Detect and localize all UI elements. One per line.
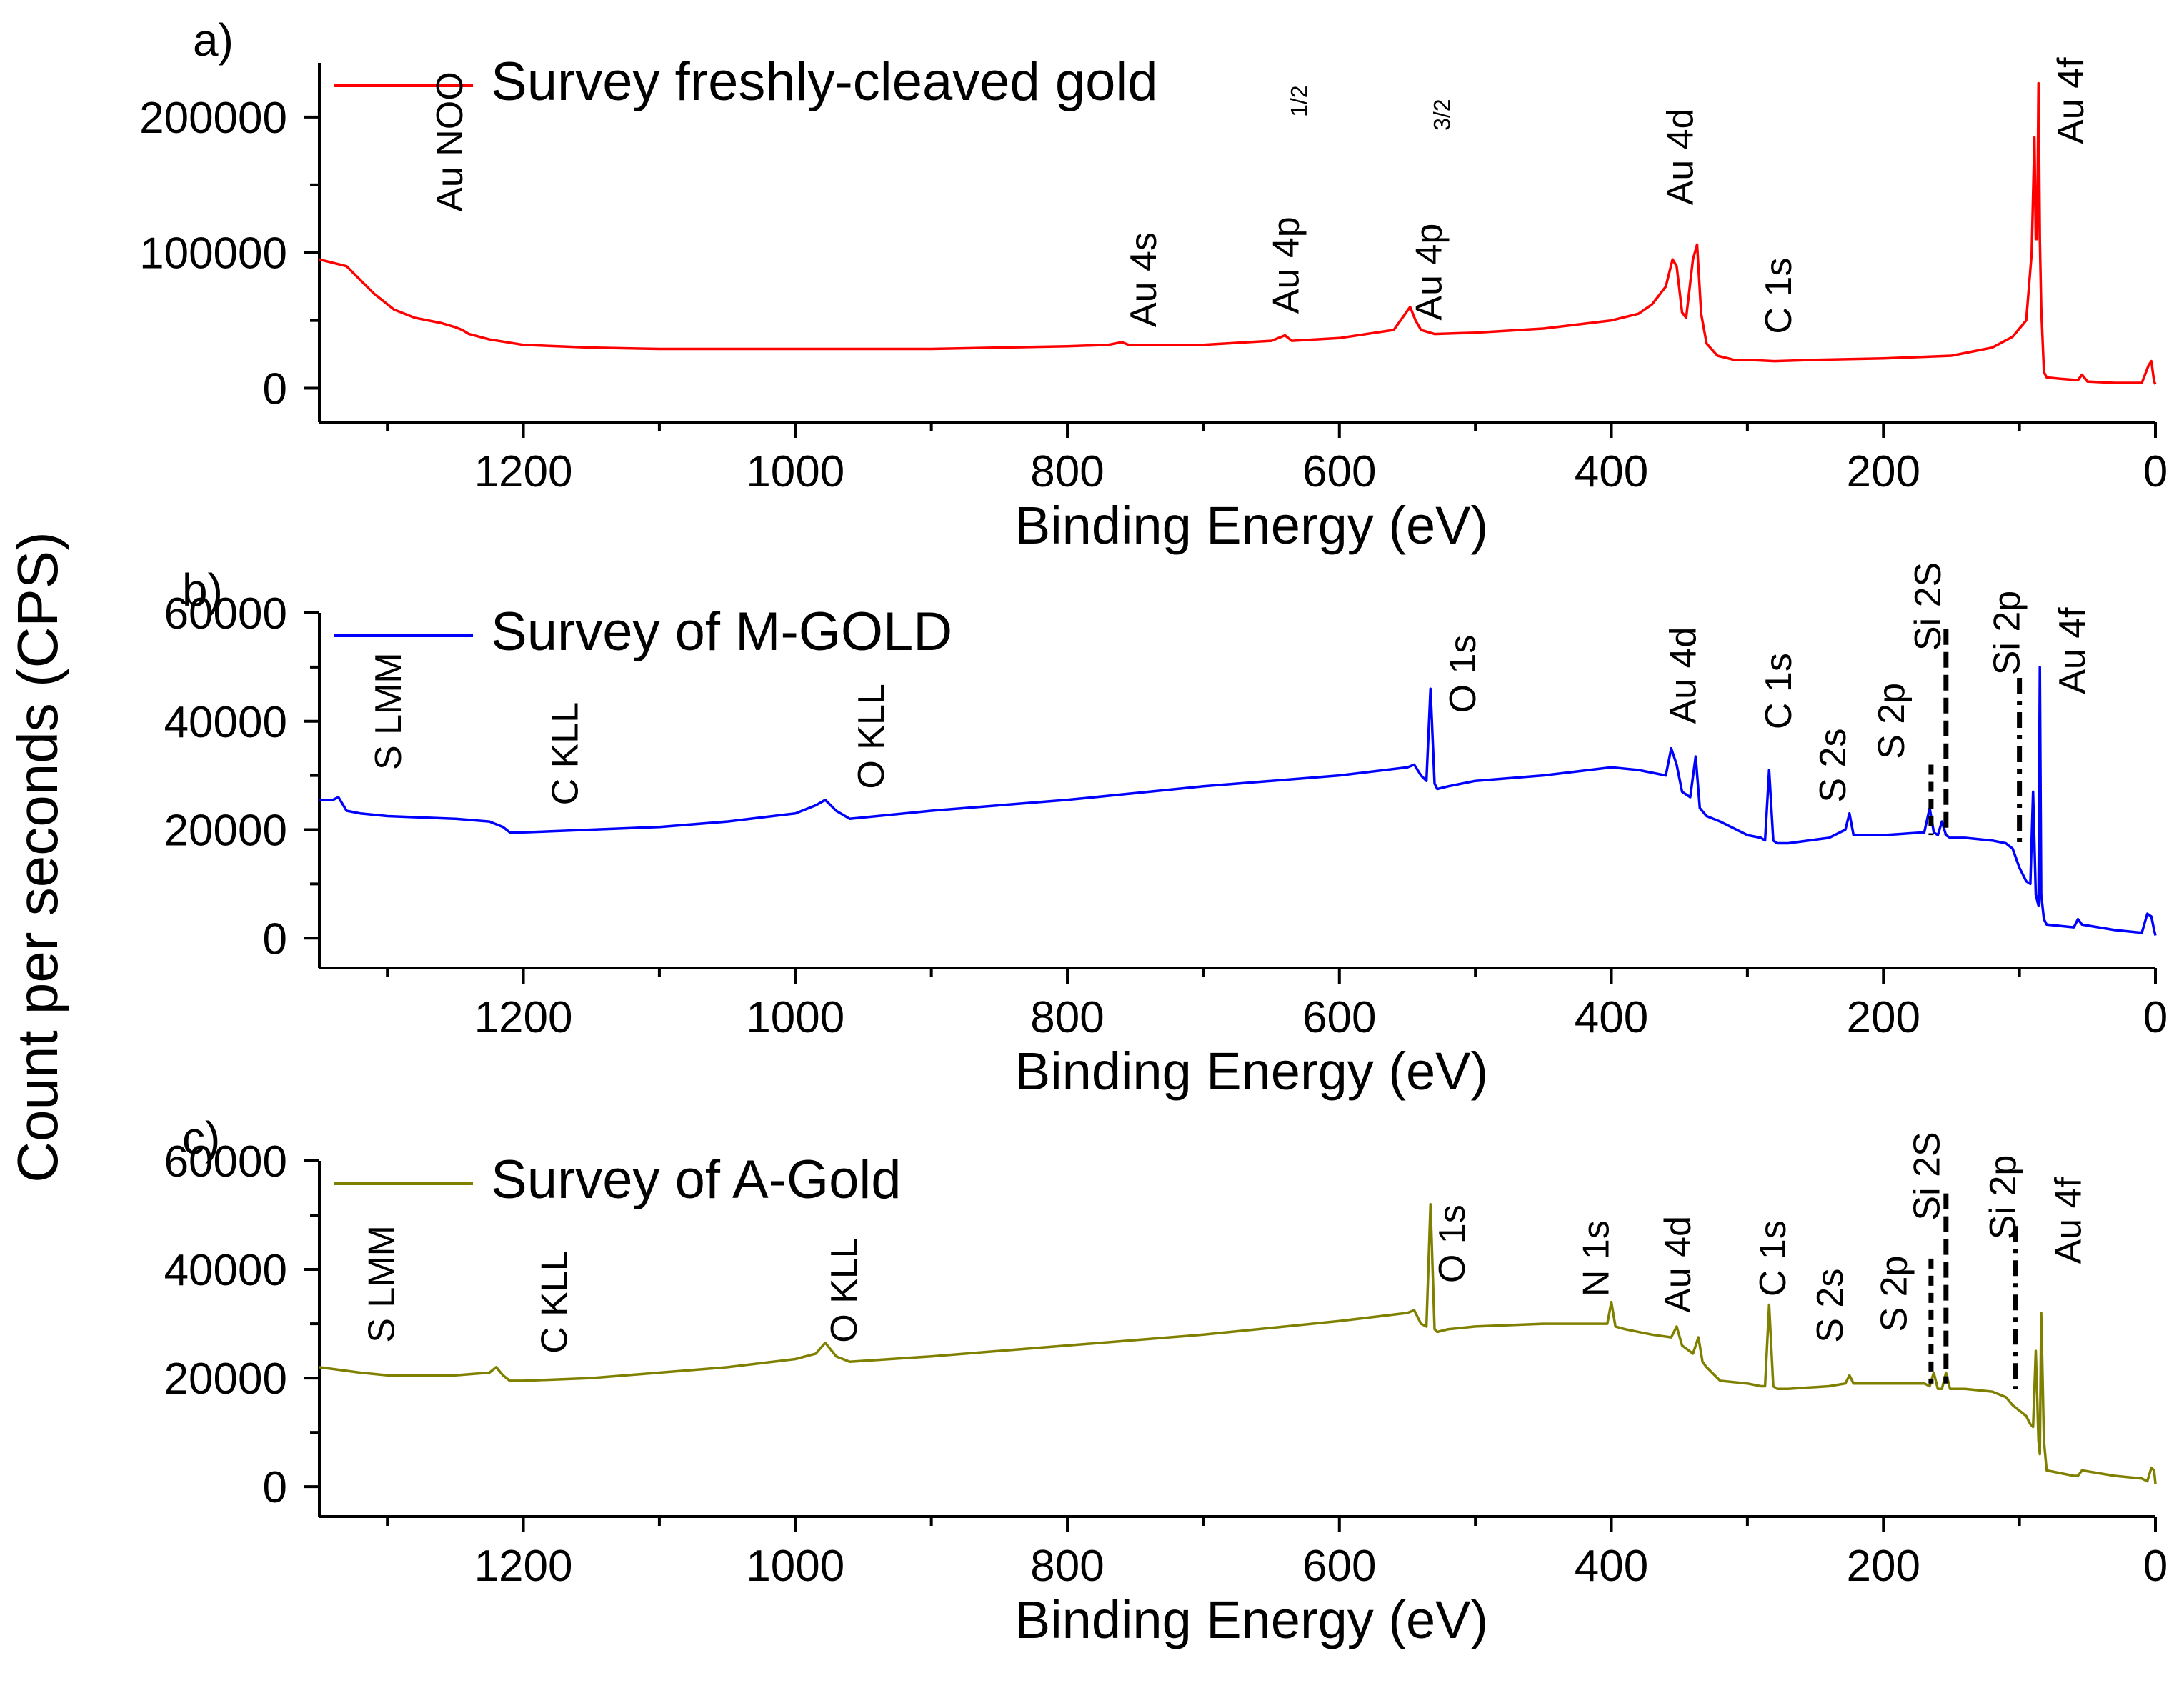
peak-label: O KLL: [824, 1237, 865, 1342]
y-tick-label: 20000: [164, 806, 287, 856]
y-tick-label: 0: [263, 365, 287, 414]
panel-b: 1200 1000 800 600 400 200 0 Binding Energy (eV)…: [164, 562, 2168, 1101]
y-tick-label: 40000: [164, 698, 287, 747]
peak-label: Si 2p: [1987, 591, 2028, 676]
x-tick-label: 800: [1030, 1542, 1104, 1591]
panel-label: b): [182, 564, 223, 616]
peak-label-subscript: 1/2: [1287, 85, 1312, 116]
peak-label: Au NOO: [429, 71, 471, 212]
x-axis-title: Binding Energy (eV): [1015, 1042, 1488, 1101]
x-tick-label: 200: [1847, 993, 1920, 1042]
x-tick-label: 1200: [474, 993, 573, 1042]
peak-label: Au 4p: [1266, 216, 1307, 314]
series-line-c: [319, 1203, 2157, 1484]
peak-label: C KLL: [545, 702, 587, 806]
peak-label: Si 2p: [1983, 1155, 2024, 1240]
panel-a: 1200 1000 800 600 400 200 0 Binding Energy (eV)…: [139, 14, 2168, 555]
panel-label: c): [182, 1112, 220, 1164]
x-tick-label: 0: [2143, 447, 2168, 496]
peak-label: C 1s: [1758, 653, 1800, 729]
x-tick-label: 1000: [746, 447, 844, 496]
peak-label: S LMM: [361, 1225, 403, 1343]
peak-label: N 1s: [1576, 1220, 1617, 1297]
series-line-b: [319, 666, 2157, 936]
series-line-a: [319, 81, 2157, 385]
peak-label: Au 4s: [1123, 232, 1165, 327]
y-tick-label: 60000: [164, 1137, 287, 1187]
x-tick-label: 800: [1030, 447, 1104, 496]
x-tick-label: 1200: [474, 447, 573, 496]
peak-label: O 1s: [1442, 635, 1484, 714]
x-tick-label: 0: [2143, 993, 2168, 1042]
peak-label: Au 4p: [1409, 224, 1450, 321]
peak-label: Si 2S: [1906, 1132, 1948, 1220]
x-tick-label: 200: [1847, 447, 1920, 496]
x-tick-label: 1000: [746, 1542, 844, 1591]
peak-label: S 2p: [1871, 683, 1913, 759]
x-tick-label: 400: [1575, 447, 1648, 496]
panel-c: 1200 1000 800 600 400 200 0 Binding Energy (eV)…: [164, 1112, 2168, 1649]
peak-label: S 2p: [1874, 1256, 1915, 1332]
x-axis-title: Binding Energy (eV): [1015, 1590, 1488, 1649]
peak-label: C KLL: [534, 1250, 576, 1354]
y-tick-label: 0: [263, 914, 287, 964]
peak-label: Si 2S: [1908, 562, 1949, 651]
x-tick-label: 600: [1302, 447, 1376, 496]
peak-label: Au 4d: [1657, 1216, 1699, 1313]
peak-label: Au 4f: [2050, 57, 2092, 144]
peak-label: Au 4d: [1663, 627, 1705, 724]
y-tick-label: 100000: [139, 229, 287, 279]
x-tick-label: 600: [1302, 993, 1376, 1042]
x-tick-label: 1200: [474, 1542, 573, 1591]
peak-label: S LMM: [368, 652, 409, 770]
peak-label-subscript: 3/2: [1430, 99, 1455, 130]
peak-label: S 2s: [1812, 729, 1854, 803]
x-axis-title: Binding Energy (eV): [1015, 496, 1488, 555]
peak-label: Au 4d: [1660, 108, 1702, 205]
peak-label: O 1s: [1432, 1204, 1473, 1283]
figure-y-axis-title: Count per seconds (CPS): [6, 531, 69, 1183]
x-tick-label: 200: [1847, 1542, 1920, 1591]
x-tick-label: 0: [2143, 1542, 2168, 1591]
peak-label: Au 4f: [2052, 607, 2093, 694]
x-tick-label: 600: [1302, 1542, 1376, 1591]
peak-label: O KLL: [851, 684, 892, 789]
legend-label: Survey freshly-cleaved gold: [491, 51, 1158, 112]
y-tick-label: 20000: [164, 1354, 287, 1404]
x-tick-label: 400: [1575, 1542, 1648, 1591]
x-tick-label: 400: [1575, 993, 1648, 1042]
peak-label: Au 4f: [2048, 1177, 2089, 1264]
y-tick-label: 0: [263, 1463, 287, 1512]
x-tick-label: 800: [1030, 993, 1104, 1042]
peak-label: S 2s: [1810, 1269, 1851, 1343]
y-tick-label: 40000: [164, 1246, 287, 1295]
legend-label: Survey of A-Gold: [491, 1149, 902, 1210]
peak-label: C 1s: [1758, 258, 1800, 334]
peak-label: C 1s: [1752, 1220, 1794, 1297]
x-tick-label: 1000: [746, 993, 844, 1042]
y-tick-label: 200000: [139, 94, 287, 143]
y-tick-label: 60000: [164, 589, 287, 639]
legend-label: Survey of M-GOLD: [491, 601, 952, 662]
panel-label: a): [193, 14, 234, 66]
